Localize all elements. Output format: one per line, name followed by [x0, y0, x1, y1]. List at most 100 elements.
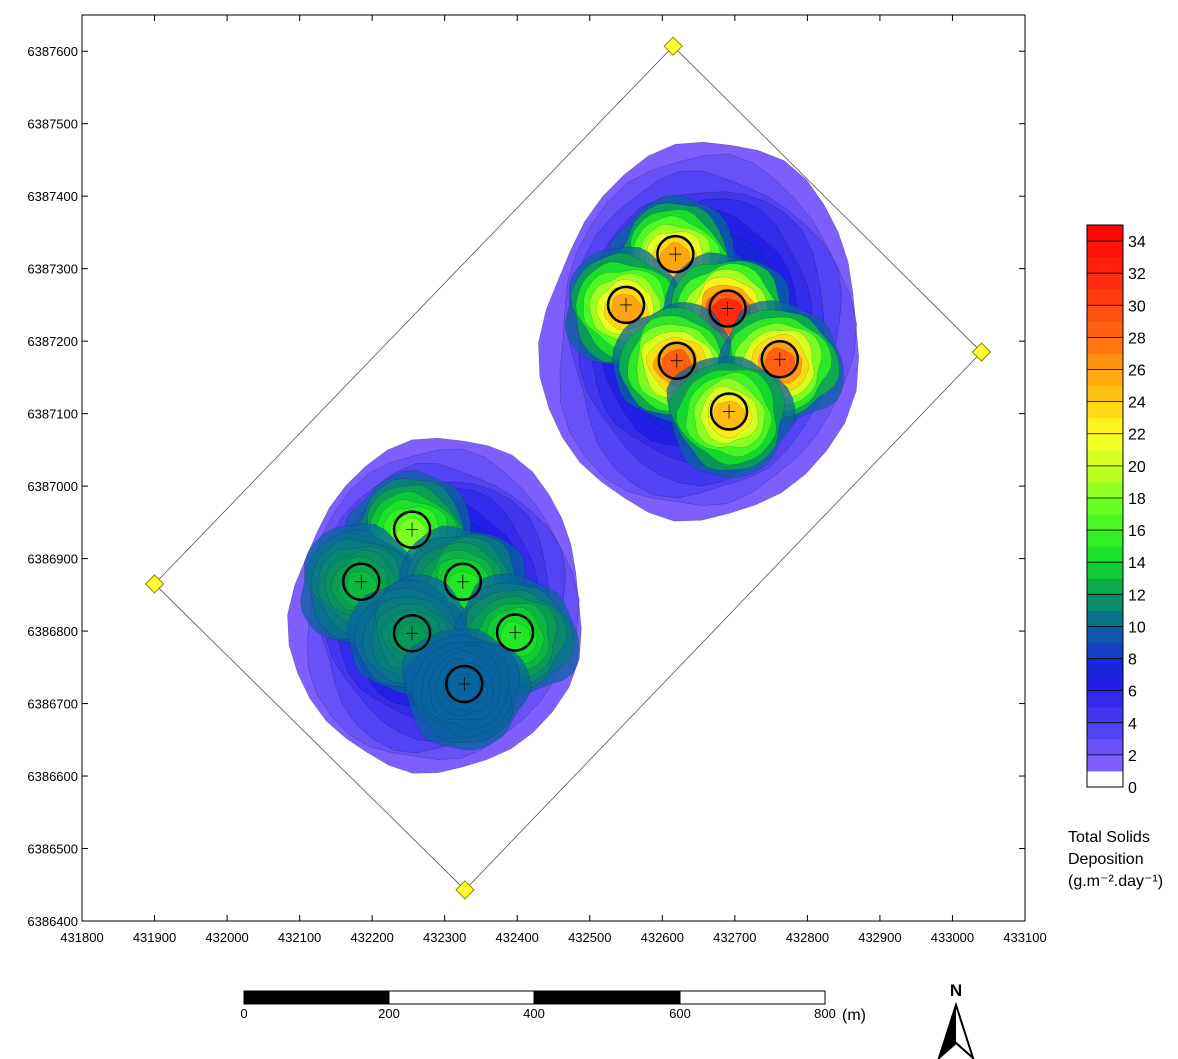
legend-swatch — [1087, 738, 1123, 756]
pen-circle — [495, 613, 535, 652]
scale-label-800: 800 — [814, 1006, 836, 1021]
legend-label: 4 — [1128, 716, 1137, 733]
pen-circle — [606, 285, 646, 325]
pen-circle — [443, 562, 483, 602]
legend-label: 32 — [1128, 266, 1146, 283]
legend-label: 26 — [1128, 363, 1146, 380]
legend-swatch — [1087, 257, 1123, 274]
pen-circle — [708, 289, 747, 328]
y-tick-label: 6386500 — [27, 842, 78, 857]
legend-label: 34 — [1128, 234, 1146, 251]
legend-label: 10 — [1128, 619, 1146, 636]
deposition-plume-north — [538, 141, 859, 522]
x-tick-label: 431900 — [133, 930, 176, 945]
legend-swatch — [1087, 225, 1123, 242]
y-tick-label: 6387400 — [27, 189, 78, 204]
legend-label: 0 — [1128, 780, 1137, 797]
boundary-marker — [144, 574, 165, 594]
north-label: N — [950, 981, 962, 1000]
cage-pens — [342, 234, 800, 704]
x-tick-label: 432400 — [496, 930, 539, 945]
legend-swatch — [1087, 674, 1123, 692]
boundary-marker — [971, 342, 992, 362]
x-tick-label: 432000 — [205, 930, 248, 945]
pen-circle — [709, 392, 749, 431]
legend-label: 6 — [1128, 684, 1137, 701]
legend-swatch — [1087, 594, 1123, 611]
legend-swatch — [1087, 722, 1123, 740]
pen-circle — [342, 562, 381, 602]
legend-label: 30 — [1128, 298, 1146, 315]
legend-swatch — [1087, 770, 1123, 788]
pen-circle — [392, 614, 432, 653]
scale-label-600: 600 — [669, 1006, 691, 1021]
legend-swatch — [1087, 273, 1123, 290]
legend-swatch — [1087, 305, 1123, 322]
legend-swatch — [1087, 626, 1123, 643]
legend-label: 2 — [1128, 748, 1137, 765]
legend-swatch — [1087, 465, 1123, 483]
legend-label: 22 — [1128, 427, 1146, 444]
legend-label: 28 — [1128, 330, 1146, 347]
boundary-marker — [455, 880, 475, 900]
y-tick-label: 6387100 — [27, 407, 78, 422]
legend-label: 24 — [1128, 395, 1146, 412]
y-tick-label: 6386600 — [27, 769, 78, 784]
scale-bar: 0 200 400 600 800 (m) — [240, 990, 866, 1024]
y-tick-label: 6386400 — [27, 914, 78, 929]
legend-swatch — [1087, 289, 1123, 306]
y-tick-label: 6386800 — [27, 624, 78, 639]
legend-label: 14 — [1128, 555, 1146, 572]
legend-swatch — [1087, 337, 1123, 354]
legend-swatch — [1087, 401, 1123, 419]
legend-swatch — [1087, 369, 1123, 387]
legend-swatch — [1087, 497, 1123, 515]
legend-swatch — [1087, 385, 1123, 403]
scale-label-200: 200 — [378, 1006, 400, 1021]
legend-swatch — [1087, 546, 1123, 563]
pen-circle — [392, 510, 432, 549]
legend-label: 16 — [1128, 523, 1146, 540]
legend-title-line-3: (g.m⁻².day⁻¹) — [1068, 873, 1163, 890]
pen-circle — [656, 234, 695, 274]
legend-swatch — [1087, 433, 1123, 451]
x-tick-label: 432300 — [423, 930, 466, 945]
scale-label-400: 400 — [523, 1006, 545, 1021]
y-tick-label: 6387600 — [27, 44, 78, 59]
legend-swatch — [1087, 690, 1123, 708]
pen-circle — [657, 341, 697, 380]
x-tick-label: 433100 — [1003, 930, 1046, 945]
legend-swatch — [1087, 562, 1123, 579]
pen-circle — [445, 664, 484, 704]
legend-color-bar — [1086, 224, 1124, 788]
y-tick-label: 6387000 — [27, 479, 78, 494]
x-tick-label: 432500 — [568, 930, 611, 945]
scale-unit: (m) — [842, 1007, 866, 1024]
legend-frame — [1086, 224, 1124, 788]
legend-swatch — [1087, 530, 1123, 547]
boundary-markers — [144, 36, 992, 900]
legend-swatch — [1087, 658, 1123, 676]
scale-segment-2 — [388, 990, 535, 1005]
legend-swatch — [1087, 241, 1123, 258]
legend-label: 12 — [1128, 587, 1146, 604]
x-tick-label: 432900 — [858, 930, 901, 945]
legend-swatch — [1087, 449, 1123, 467]
legend-swatch — [1087, 610, 1123, 627]
scale-segment-1 — [244, 991, 389, 1004]
legend-swatch — [1087, 353, 1123, 371]
y-tick-label: 6386900 — [27, 552, 78, 567]
axes: 431800 431900 432000 432100 432200 432300 4324… — [27, 15, 1047, 945]
x-tick-label: 432100 — [278, 930, 321, 945]
legend-swatch — [1087, 578, 1123, 595]
x-tick-label: 432600 — [641, 930, 684, 945]
boundary-marker — [663, 36, 683, 56]
pen-circle — [760, 340, 800, 379]
legend-swatch — [1087, 706, 1123, 724]
y-tick-label: 6387200 — [27, 334, 78, 349]
x-tick-label: 432800 — [786, 930, 829, 945]
legend-label: 18 — [1128, 491, 1146, 508]
